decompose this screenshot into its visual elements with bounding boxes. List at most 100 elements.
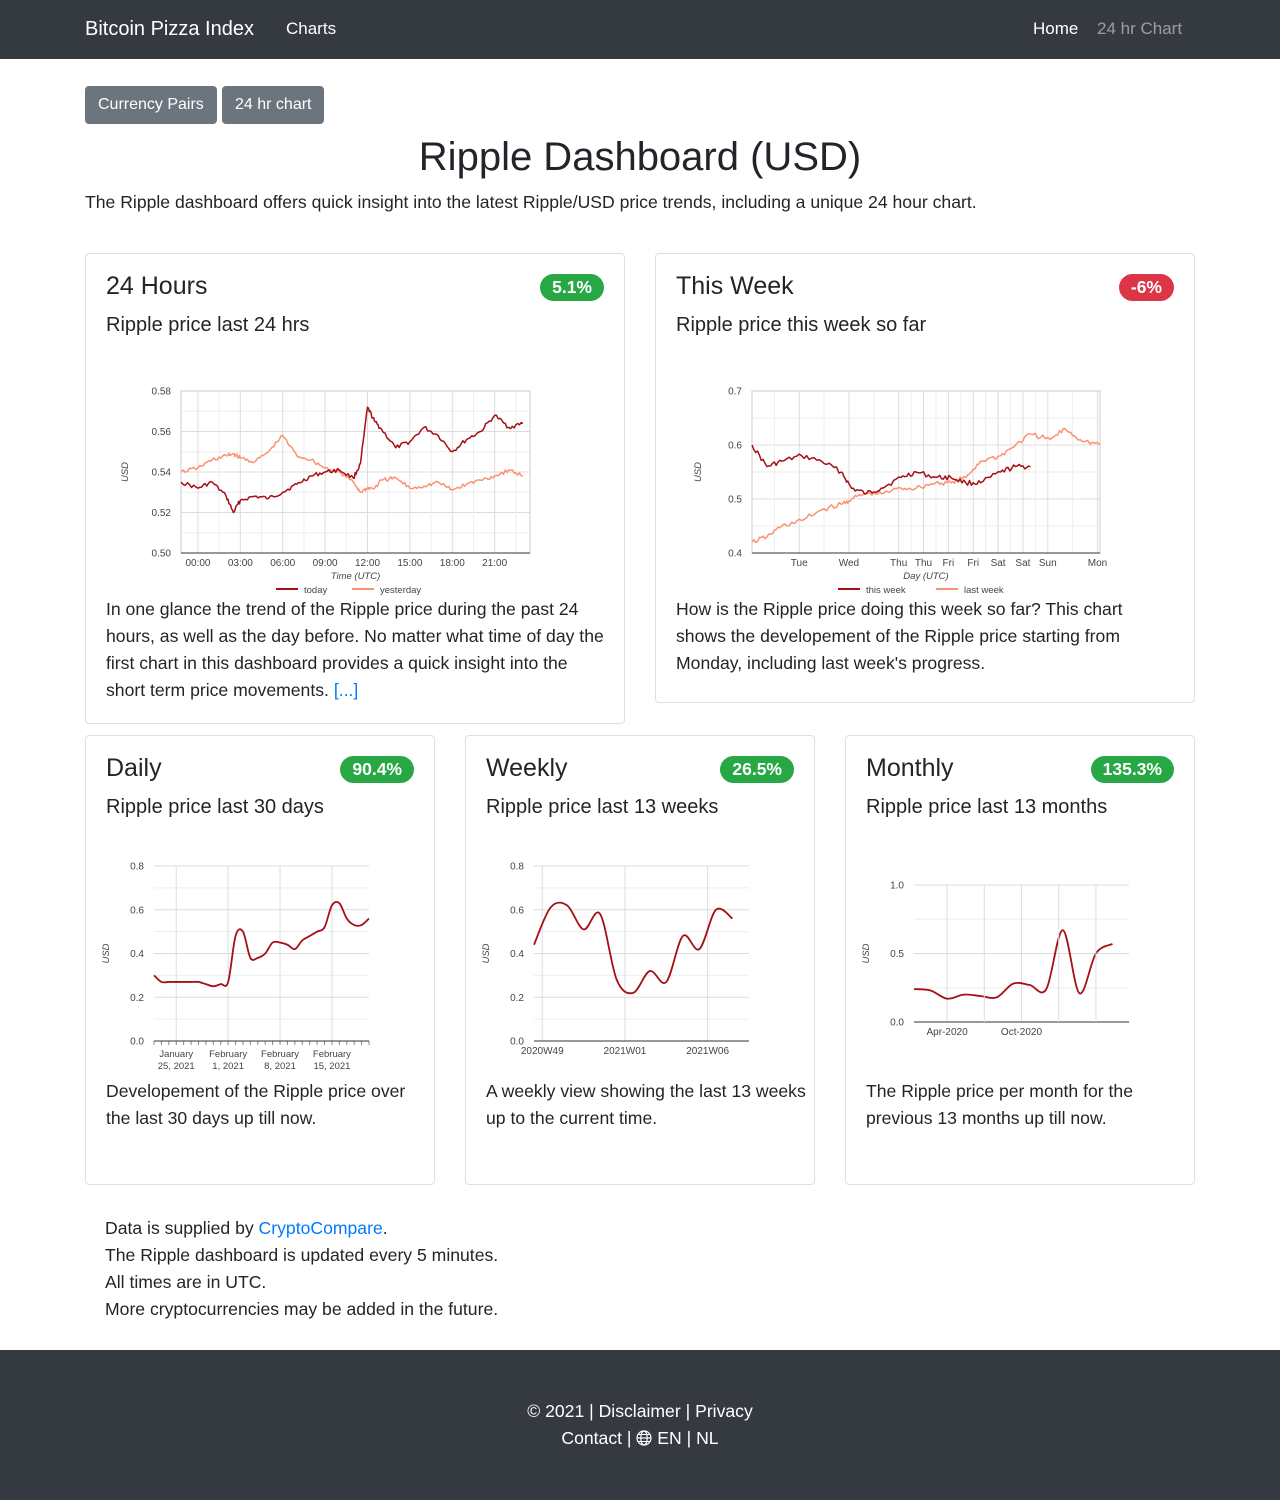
page-title: Ripple Dashboard (USD) — [418, 135, 862, 179]
data-source-line: Data is supplied by CryptoCompare. — [105, 1215, 498, 1242]
x-tick-label: 15, 2021 — [313, 1061, 350, 1072]
chart-monthly: 0.0 0.5 1.0 Apr-2020 Oct-2020 USD — [861, 881, 1129, 1038]
x-tick-label: 2021W01 — [604, 1046, 647, 1057]
series-line-price — [533, 901, 734, 995]
y-tick-label: 0.8 — [510, 862, 524, 873]
series-line-this-week — [751, 444, 1031, 495]
y-tick-label: 0.8 — [130, 862, 144, 873]
chart-weekly: 0.0 0.2 0.4 0.6 0.8 2020W49 2021W01 2021W06 USD — [481, 862, 749, 1057]
y-axis-label: USD — [120, 462, 131, 482]
separator: | — [626, 1428, 632, 1448]
card-subtitle: Ripple price last 24 hrs — [106, 314, 310, 336]
navbar: Bitcoin Pizza Index Charts Home 24 hr Ch… — [0, 0, 1280, 59]
x-tick-label: 09:00 — [313, 558, 338, 569]
x-tick-label: 18:00 — [440, 558, 465, 569]
x-tick-label: Thu — [915, 558, 932, 569]
x-tick-label: Wed — [839, 558, 859, 569]
x-tick-label: Oct-2020 — [1001, 1027, 1043, 1038]
card-text: A weekly view showing the last 13 weeks … — [486, 1081, 806, 1128]
y-tick-label: 0.50 — [152, 549, 172, 560]
privacy-link[interactable]: Privacy — [695, 1401, 753, 1421]
x-tick-label: February — [261, 1049, 299, 1060]
x-tick-label: 12:00 — [355, 558, 380, 569]
y-tick-label: 0.52 — [152, 508, 172, 519]
x-tick-label: 25, 2021 — [158, 1061, 195, 1072]
y-tick-label: 0.2 — [510, 993, 524, 1004]
nav-24hr-chart-link[interactable]: 24 hr Chart — [1097, 19, 1183, 38]
change-badge: 135.3% — [1090, 756, 1174, 783]
y-tick-label: 0.6 — [510, 905, 524, 916]
future-info: More cryptocurrencies may be added in th… — [105, 1299, 499, 1319]
x-tick-label: 2021W06 — [686, 1046, 729, 1057]
disclaimer-link[interactable]: Disclaimer — [598, 1401, 681, 1421]
x-tick-label: February — [313, 1049, 351, 1060]
x-tick-label: 06:00 — [270, 558, 295, 569]
x-tick-label: Fri — [943, 558, 955, 569]
change-badge: 90.4% — [340, 756, 414, 783]
nav-charts-link[interactable]: Charts — [286, 19, 337, 38]
cryptocompare-link[interactable]: CryptoCompare — [258, 1218, 383, 1238]
card-weekly: Weekly 26.5% Ripple price last 13 weeks … — [465, 735, 815, 1185]
card-subtitle: Ripple price last 30 days — [106, 796, 324, 818]
x-tick-label: February — [209, 1049, 247, 1060]
footer: © 2021 | Disclaimer | Privacy Contact | … — [0, 1350, 1280, 1500]
24hr-chart-button[interactable]: 24 hr chart — [222, 86, 325, 124]
x-tick-label: January — [159, 1049, 193, 1060]
series-line-price — [153, 900, 370, 988]
x-tick-label: Tue — [791, 558, 808, 569]
series-line-yesterday — [180, 434, 524, 494]
page-lead: The Ripple dashboard offers quick insigh… — [85, 192, 977, 212]
y-tick-label: 0.56 — [152, 427, 172, 438]
y-tick-label: 1.0 — [890, 881, 904, 892]
x-axis-label: Day (UTC) — [903, 571, 948, 582]
change-badge: 26.5% — [720, 756, 794, 783]
card-title: 24 Hours — [106, 272, 208, 300]
contact-link[interactable]: Contact — [561, 1428, 623, 1448]
read-more-link[interactable]: [...] — [333, 680, 359, 700]
y-tick-label: 0.0 — [130, 1037, 144, 1048]
card-text-body: In one glance the trend of the Ripple pr… — [106, 599, 604, 700]
brand-link[interactable]: Bitcoin Pizza Index — [85, 18, 254, 40]
y-tick-label: 0.4 — [510, 949, 524, 960]
x-tick-label: 2020W49 — [521, 1046, 564, 1057]
x-axis-label: Time (UTC) — [331, 571, 381, 582]
change-badge: 5.1% — [540, 274, 604, 301]
lang-nl-link[interactable]: NL — [696, 1428, 719, 1448]
x-tick-label: Mon — [1088, 558, 1107, 569]
update-info: The Ripple dashboard is updated every 5 … — [105, 1245, 499, 1265]
currency-pairs-button[interactable]: Currency Pairs — [85, 86, 217, 124]
globe-icon — [636, 1430, 652, 1446]
x-tick-label: Fri — [967, 558, 979, 569]
y-tick-label: 0.7 — [728, 387, 742, 398]
y-tick-label: 0.5 — [728, 495, 742, 506]
x-tick-label: Apr-2020 — [927, 1027, 969, 1038]
y-axis-label: USD — [693, 462, 704, 482]
timezone-info: All times are in UTC. — [105, 1272, 267, 1292]
y-tick-label: 0.4 — [728, 549, 742, 560]
card-title: Monthly — [866, 754, 954, 782]
legend-label: this week — [866, 585, 906, 596]
card-subtitle: Ripple price this week so far — [676, 314, 927, 336]
series-line-today — [180, 406, 524, 514]
card-text: How is the Ripple price doing this week … — [676, 599, 1123, 673]
series-line-price — [913, 929, 1113, 1000]
y-tick-label: 0.0 — [510, 1037, 524, 1048]
card-24-hours: 24 Hours 5.1% Ripple price last 24 hrs 0… — [85, 253, 625, 724]
x-tick-label: Thu — [890, 558, 907, 569]
y-axis-label: USD — [481, 943, 492, 963]
card-title: Daily — [106, 754, 162, 782]
card-subtitle: Ripple price last 13 weeks — [486, 796, 719, 818]
card-title: Weekly — [486, 754, 568, 782]
y-tick-label: 0.6 — [130, 905, 144, 916]
lang-en-link[interactable]: EN — [657, 1428, 682, 1448]
y-tick-label: 0.5 — [890, 949, 904, 960]
separator: | — [685, 1401, 691, 1421]
x-tick-label: 00:00 — [185, 558, 210, 569]
y-tick-label: 0.2 — [130, 993, 144, 1004]
y-tick-label: 0.54 — [152, 468, 172, 479]
card-title: This Week — [676, 272, 794, 300]
legend-label: yesterday — [380, 585, 421, 596]
nav-home-link[interactable]: Home — [1033, 19, 1079, 38]
y-tick-label: 0.58 — [152, 387, 172, 398]
card-text: The Ripple price per month for the previ… — [866, 1081, 1133, 1128]
